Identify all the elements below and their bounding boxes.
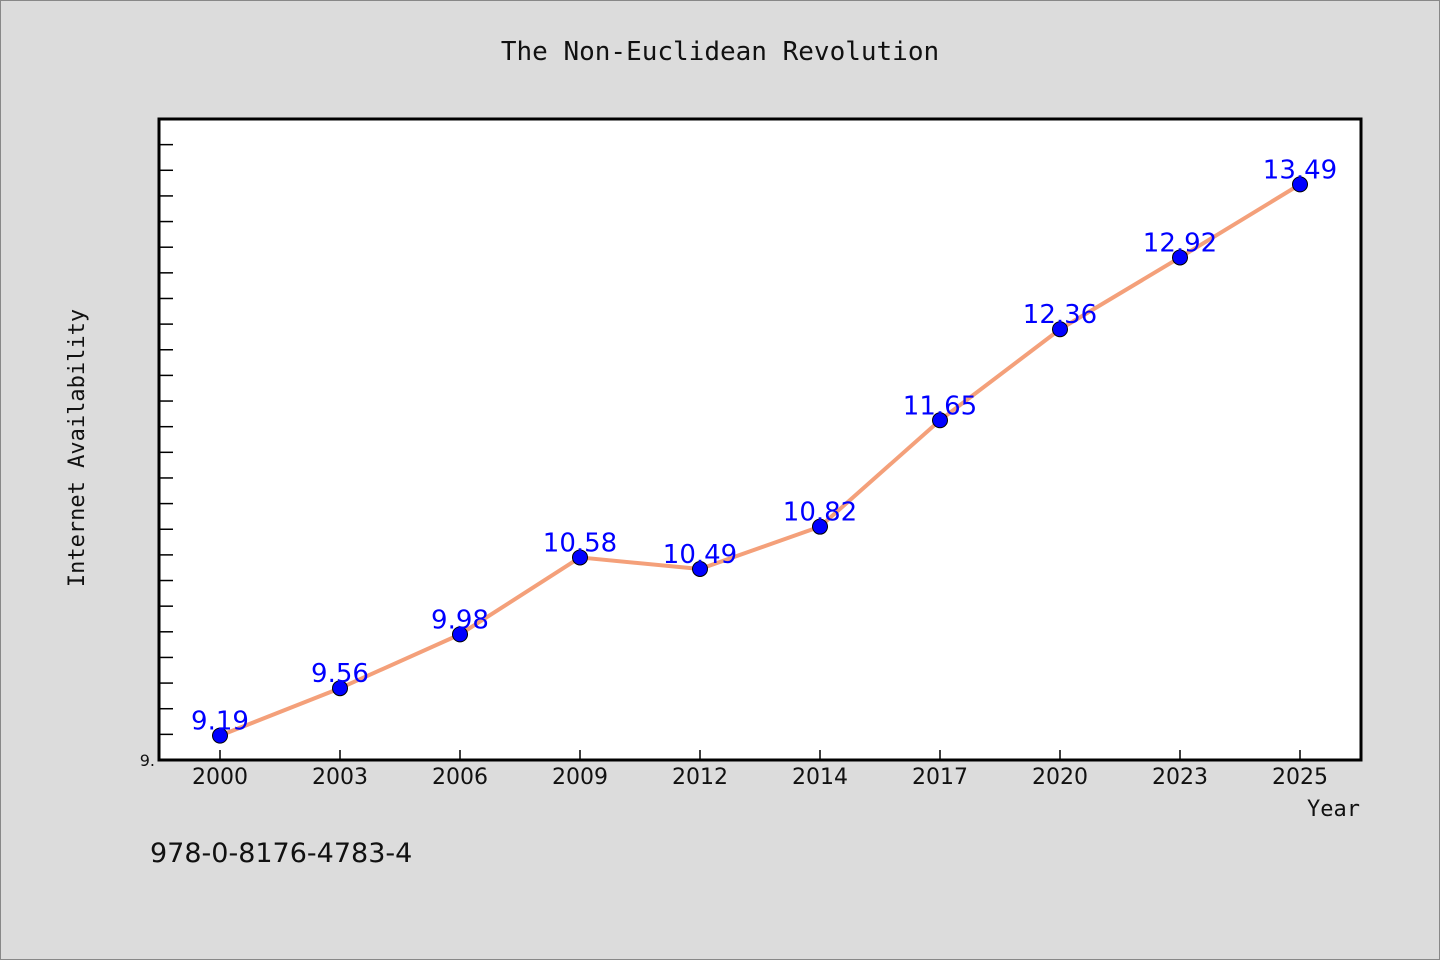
x-tick-label: 2023 xyxy=(1152,765,1208,790)
chart-title: The Non-Euclidean Revolution xyxy=(501,37,939,67)
data-point xyxy=(692,560,708,577)
data-point xyxy=(1172,249,1188,266)
data-point xyxy=(452,626,468,643)
y-axis-label: Internet Availability xyxy=(65,309,90,587)
x-axis-ticks: 2000 2003 2006 2009 2012 2014 2017 2020 2023 2025 xyxy=(192,750,1328,790)
y-tick-label: 9. xyxy=(140,751,155,770)
data-label: 9.56 xyxy=(311,659,369,689)
data-label: 12.36 xyxy=(1023,300,1097,330)
data-label: 10.49 xyxy=(663,540,737,570)
footer-isbn: 978-0-8176-4783-4 xyxy=(150,838,412,869)
data-point xyxy=(212,727,228,744)
plot-area xyxy=(157,117,1363,762)
x-tick-label: 2014 xyxy=(792,765,848,790)
x-tick-label: 2012 xyxy=(672,765,728,790)
data-label: 12.92 xyxy=(1143,228,1217,258)
x-tick-label: 2000 xyxy=(192,765,248,790)
data-label: 13.49 xyxy=(1263,155,1337,185)
data-point xyxy=(572,549,588,566)
data-point xyxy=(1052,321,1068,338)
data-label: 9.19 xyxy=(191,707,249,737)
data-point xyxy=(1292,176,1308,193)
x-tick-label: 2025 xyxy=(1272,765,1328,790)
data-point xyxy=(332,680,348,697)
x-tick-label: 2009 xyxy=(552,765,608,790)
series-layer: 9.19 9.56 9.98 10.58 10.49 10.82 11.65 12.36 12.… xyxy=(191,155,1337,744)
x-tick-label: 2003 xyxy=(312,765,368,790)
data-label: 9.98 xyxy=(431,605,489,635)
data-label: 10.82 xyxy=(783,498,857,528)
series-line xyxy=(219,182,1302,738)
data-label: 11.65 xyxy=(903,391,977,421)
y-axis-ticks: 9. xyxy=(140,118,173,770)
data-label: 10.58 xyxy=(543,528,617,558)
data-point xyxy=(932,412,948,429)
x-axis-label: Year xyxy=(1307,797,1360,822)
x-tick-label: 2006 xyxy=(432,765,488,790)
data-point xyxy=(812,518,828,535)
x-tick-label: 2017 xyxy=(912,765,968,790)
x-tick-label: 2020 xyxy=(1032,765,1088,790)
